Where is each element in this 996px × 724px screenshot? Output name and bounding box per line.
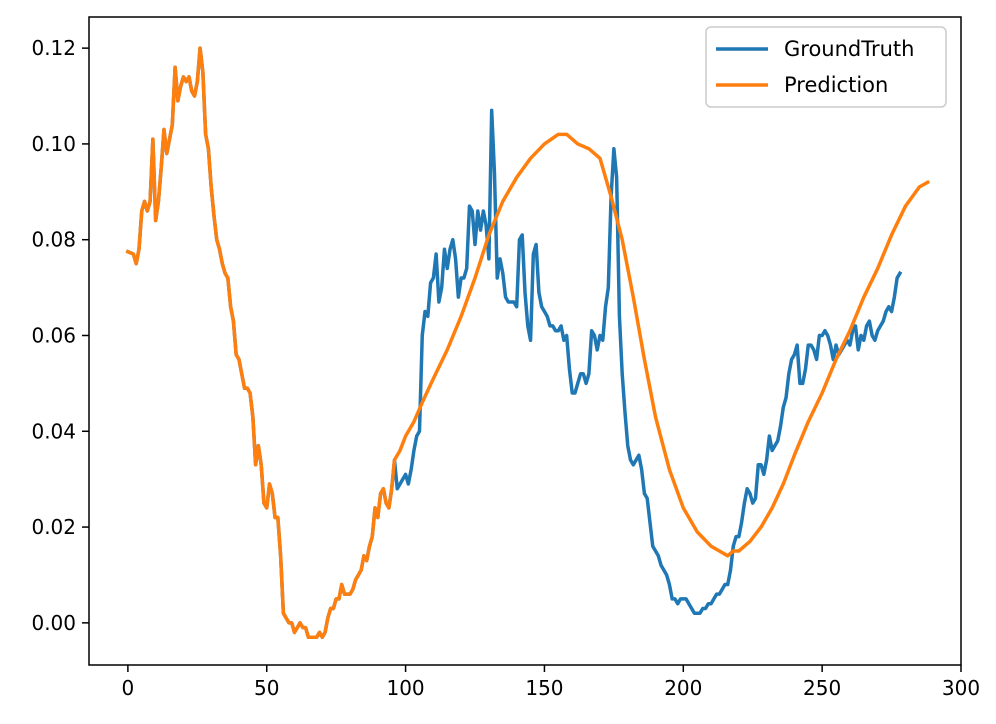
legend: GroundTruth Prediction [705,26,947,108]
y-tick-label: 0.04 [31,419,76,443]
x-tick-label: 150 [525,676,563,700]
x-tick-label: 100 [386,676,424,700]
y-tick-label: 0.06 [31,323,76,347]
plot-frame [88,16,962,666]
series-lines [125,46,931,639]
y-tick-label: 0.12 [31,36,76,60]
x-tick-label: 50 [254,676,279,700]
series-line-prediction [125,46,931,639]
x-tick-label: 200 [664,676,702,700]
y-tick-label: 0.00 [31,611,76,635]
legend-box [705,26,947,108]
y-tick-label: 0.10 [31,132,76,156]
x-tick-label: 250 [803,676,841,700]
axes: 0 50 100 150 200 250 300 0.00 0.02 0.04 0.06 0.08 0.… [31,36,980,700]
x-tick-label: 300 [942,676,980,700]
legend-label-prediction: Prediction [784,73,888,97]
legend-label-groundtruth: GroundTruth [784,37,914,61]
x-tick-label: 0 [122,676,135,700]
y-tick-label: 0.02 [31,515,76,539]
y-tick-label: 0.08 [31,228,76,252]
